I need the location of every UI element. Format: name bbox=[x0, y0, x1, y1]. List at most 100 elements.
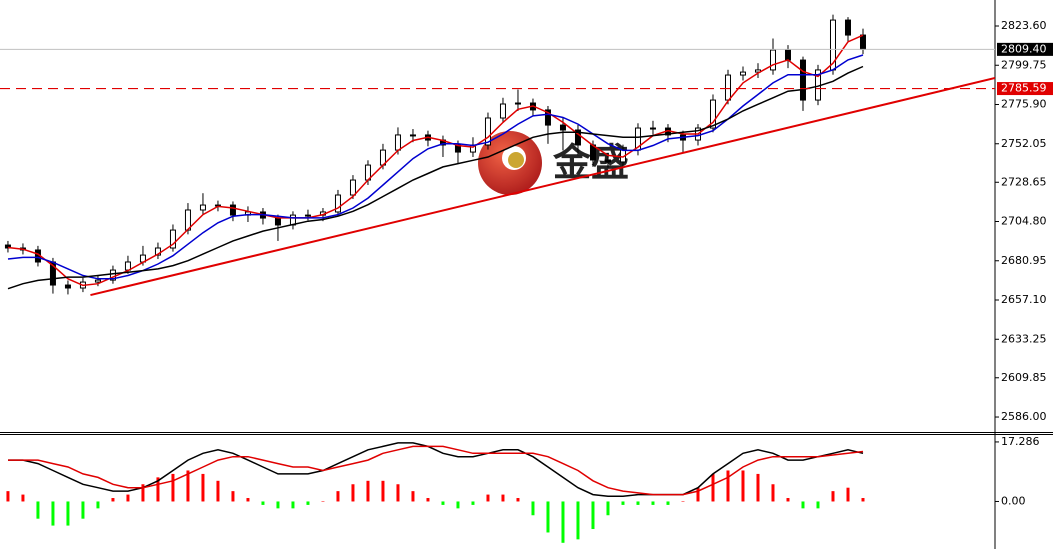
y-tick-label: 2680.95 bbox=[1001, 254, 1047, 267]
macd-bar bbox=[831, 491, 835, 502]
y-tick-label: 2704.80 bbox=[1001, 215, 1047, 228]
candle-body bbox=[64, 284, 71, 289]
macd-bar bbox=[681, 501, 685, 502]
candle-body bbox=[514, 102, 521, 105]
price-label: 2809.40 bbox=[1001, 42, 1047, 55]
candle-body bbox=[109, 269, 116, 281]
macd-bar bbox=[291, 501, 295, 509]
macd-bar bbox=[246, 498, 250, 502]
macd-bar bbox=[621, 501, 625, 505]
candle-body bbox=[544, 109, 551, 126]
macd-bar bbox=[366, 480, 370, 502]
candle-body bbox=[154, 247, 161, 256]
indicator-line bbox=[7, 34, 864, 287]
candle-body bbox=[724, 74, 731, 101]
candle-body bbox=[199, 204, 206, 211]
y-tick-label: 2775.90 bbox=[1001, 98, 1047, 111]
macd-bar bbox=[396, 484, 400, 502]
macd-panel bbox=[6, 442, 865, 543]
macd-bar bbox=[591, 501, 595, 530]
candle-body bbox=[844, 19, 851, 36]
trend-line bbox=[90, 77, 995, 297]
y-tick-label: 2799.75 bbox=[1001, 58, 1047, 71]
y-tick-label: 0.00 bbox=[1001, 494, 1026, 507]
macd-bar bbox=[666, 501, 670, 505]
macd-bar bbox=[486, 494, 490, 502]
macd-bar bbox=[216, 480, 220, 502]
macd-bar bbox=[411, 491, 415, 502]
macd-bar bbox=[726, 470, 730, 502]
macd-bar bbox=[111, 498, 115, 502]
candle-body bbox=[274, 217, 281, 226]
macd-bar bbox=[156, 477, 160, 502]
price-label-box bbox=[997, 82, 1053, 96]
candle-body bbox=[604, 159, 611, 163]
macd-bar bbox=[261, 501, 265, 505]
indicator-line bbox=[8, 445, 864, 496]
macd-bar bbox=[21, 494, 25, 502]
candle-body bbox=[499, 103, 506, 119]
macd-bar bbox=[786, 498, 790, 502]
macd-bar bbox=[66, 501, 70, 526]
macd-bar bbox=[516, 498, 520, 502]
macd-bar bbox=[861, 498, 865, 502]
macd-bar bbox=[471, 501, 475, 505]
candle-body bbox=[784, 49, 791, 61]
macd-bar bbox=[36, 501, 40, 519]
macd-bar bbox=[426, 498, 430, 502]
macd-bar bbox=[81, 501, 85, 519]
macd-bar bbox=[561, 501, 565, 543]
candle-body bbox=[649, 127, 656, 130]
macd-bar bbox=[441, 501, 445, 505]
candle-body bbox=[334, 194, 341, 213]
indicator-line bbox=[7, 54, 864, 280]
macd-bar bbox=[336, 491, 340, 502]
macd-bar bbox=[846, 487, 850, 502]
candle-body bbox=[229, 204, 236, 216]
candle-body bbox=[799, 59, 806, 101]
price-label: 2785.59 bbox=[1001, 82, 1047, 95]
macd-bar bbox=[171, 473, 175, 502]
logo-emblem bbox=[508, 152, 524, 168]
candle-body bbox=[859, 34, 866, 50]
y-tick-label: 2586.00 bbox=[1001, 410, 1047, 423]
macd-bar bbox=[606, 501, 610, 516]
y-tick-label: 2728.65 bbox=[1001, 175, 1047, 188]
price-label-box bbox=[997, 42, 1053, 56]
macd-bar bbox=[351, 484, 355, 502]
macd-bar bbox=[231, 491, 235, 502]
y-tick-label: 2633.25 bbox=[1001, 332, 1047, 345]
macd-bar bbox=[756, 473, 760, 502]
y-tick-label: 2609.85 bbox=[1001, 371, 1047, 384]
candle-body bbox=[304, 214, 311, 217]
macd-bar bbox=[276, 501, 280, 509]
candle-body bbox=[484, 117, 491, 146]
macd-bar bbox=[96, 501, 100, 509]
candle-body bbox=[94, 279, 101, 283]
macd-bar bbox=[321, 501, 325, 502]
macd-bar bbox=[381, 480, 385, 502]
y-tick-label: 17.286 bbox=[1001, 435, 1040, 448]
macd-bar bbox=[51, 501, 55, 526]
candle-body bbox=[169, 229, 176, 249]
candle-body bbox=[574, 129, 581, 146]
candle-body bbox=[409, 134, 416, 137]
macd-bar bbox=[546, 501, 550, 533]
macd-bar bbox=[501, 494, 505, 502]
macd-bar bbox=[771, 484, 775, 502]
macd-bar bbox=[801, 501, 805, 509]
macd-bar bbox=[531, 501, 535, 516]
candle-body bbox=[349, 179, 356, 196]
macd-bar bbox=[186, 470, 190, 502]
candle-body bbox=[739, 71, 746, 76]
price-axis: 2823.60 2799.75 2775.90 2752.05 2728.65 2704.… bbox=[995, 19, 1047, 507]
candle-body bbox=[394, 134, 401, 151]
candle-body bbox=[559, 124, 566, 131]
macd-bar bbox=[636, 501, 640, 505]
macd-bar bbox=[6, 491, 10, 502]
macd-bar bbox=[306, 501, 310, 505]
macd-bar bbox=[741, 470, 745, 502]
macd-bar bbox=[456, 501, 460, 509]
